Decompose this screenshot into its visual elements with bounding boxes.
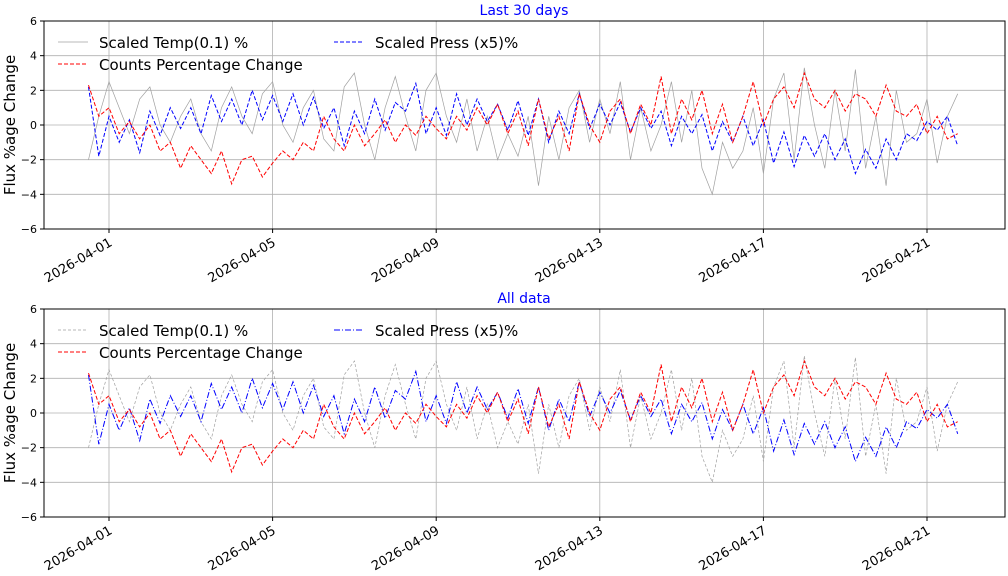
y-axis-label: Flux %age Change <box>1 55 19 195</box>
x-tick-label: 2026-04-17 <box>696 523 769 574</box>
x-tick-label: 2026-04-21 <box>860 523 933 574</box>
series-line-temp <box>88 355 959 484</box>
plot-frame <box>43 308 1006 518</box>
legend-label-counts: Counts Percentage Change <box>99 344 303 362</box>
y-tick-label: 2 <box>30 84 37 97</box>
legend-label-press: Scaled Press (x5)% <box>375 34 518 52</box>
legend-label-temp: Scaled Temp(0.1) % <box>99 34 248 52</box>
y-tick-label: 4 <box>30 338 37 351</box>
plot-frame <box>43 20 1006 230</box>
panel-title: Last 30 days <box>480 3 569 19</box>
y-tick-label: 4 <box>30 50 37 63</box>
y-tick-label: −4 <box>21 476 37 489</box>
x-tick-label: 2026-04-05 <box>206 235 279 286</box>
x-tick-label: 2026-04-09 <box>369 235 442 286</box>
panel-last-30-days: Last 30 days 6 4 2 0 −2 −4 −6 2026-04-01 2026-04-… <box>1 3 1006 286</box>
series-line-counts <box>88 359 958 474</box>
x-tick-label: 2026-04-05 <box>206 523 279 574</box>
y-tick-label: −6 <box>21 511 37 524</box>
y-tick-label: 6 <box>30 15 37 28</box>
x-tick-label: 2026-04-17 <box>696 235 769 286</box>
series-line-counts <box>88 71 958 186</box>
y-tick-label: 2 <box>30 372 37 385</box>
panel-title: All data <box>497 291 550 307</box>
series-line-press <box>88 369 959 463</box>
y-axis-label: Flux %age Change <box>1 343 19 483</box>
panel-all-data: All data 6 4 2 0 −2 −4 −6 2026-04-01 2026-04-05 20… <box>1 291 1006 574</box>
y-tick-label: 0 <box>30 119 37 132</box>
legend-label-temp: Scaled Temp(0.1) % <box>99 322 248 340</box>
y-tick-label: −6 <box>21 223 37 236</box>
x-tick-label: 2026-04-09 <box>369 523 442 574</box>
x-tick-label: 2026-04-13 <box>533 523 606 574</box>
y-tick-label: 0 <box>30 407 37 420</box>
x-tick-label: 2026-04-01 <box>42 235 115 286</box>
legend-label-press: Scaled Press (x5)% <box>375 322 518 340</box>
legend-label-counts: Counts Percentage Change <box>99 56 303 74</box>
legend: Scaled Temp(0.1) % Scaled Press (x5)% Coun… <box>58 34 518 74</box>
series-line-temp <box>88 67 959 196</box>
legend: Scaled Temp(0.1) % Scaled Press (x5)% Coun… <box>58 322 518 362</box>
x-tick-label: 2026-04-01 <box>42 523 115 574</box>
x-tick-label: 2026-04-21 <box>860 235 933 286</box>
x-tick-label: 2026-04-13 <box>533 235 606 286</box>
y-tick-label: −2 <box>21 442 37 455</box>
series-line-press <box>88 81 959 175</box>
y-tick-label: −4 <box>21 188 37 201</box>
y-tick-label: −2 <box>21 154 37 167</box>
y-tick-label: 6 <box>30 303 37 316</box>
